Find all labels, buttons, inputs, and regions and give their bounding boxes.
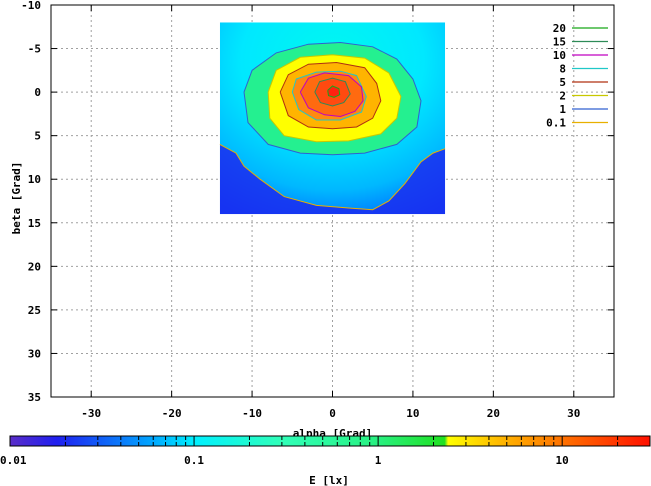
contour-line	[219, 143, 446, 211]
colorbar-tick-label: 0.01	[0, 454, 27, 467]
legend-entry-label: 20	[553, 22, 566, 35]
y-tick-label: 15	[28, 217, 41, 230]
x-tick-label: 30	[567, 407, 580, 420]
legend-entry-label: 15	[553, 36, 566, 49]
colorbar-tick-label: 1	[375, 454, 382, 467]
contour-lines	[219, 41, 446, 211]
legend-entry-label: 0.1	[546, 117, 566, 130]
x-tick-label: 0	[329, 407, 336, 420]
colorbar-label: E [lx]	[309, 474, 349, 486]
y-tick-label: 5	[34, 130, 41, 143]
y-axis-label: beta [Grad]	[10, 162, 23, 235]
contour-line	[267, 54, 402, 143]
y-tick-label: -10	[21, 0, 41, 12]
heatmap-level-region	[327, 86, 340, 98]
y-tick-label: 0	[34, 86, 41, 99]
colorbar-tick-label: 10	[556, 454, 569, 467]
y-tick-label: -5	[28, 43, 41, 56]
legend-entry-label: 2	[559, 90, 566, 103]
x-tick-label: 10	[406, 407, 419, 420]
contour-line	[279, 61, 382, 130]
y-tick-label: 35	[28, 391, 41, 404]
y-tick-label: 30	[28, 347, 41, 360]
colorbar: 0.01 0.1 1 10	[0, 435, 651, 467]
legend-entry-label: 10	[553, 49, 566, 62]
y-tick-label: 20	[28, 260, 41, 273]
contour-line	[327, 85, 341, 98]
x-tick-label: 20	[487, 407, 500, 420]
colorbar-tick-label: 0.1	[184, 454, 204, 467]
x-tick-label: -20	[162, 407, 182, 420]
y-tick-label: 25	[28, 304, 41, 317]
contour-line	[243, 41, 422, 156]
legend-entry-label: 5	[559, 76, 566, 89]
legend-entry-label: 1	[559, 103, 566, 116]
contour-line	[314, 77, 351, 107]
y-tick-label: 10	[28, 173, 41, 186]
contour-line	[299, 72, 364, 118]
heatmap	[219, 22, 446, 215]
heatmap-image	[219, 22, 446, 215]
contour-line	[291, 70, 367, 121]
x-tick-label: -30	[81, 407, 101, 420]
x-tick-label: -10	[242, 407, 262, 420]
legend-entry-label: 8	[559, 63, 566, 76]
heatmap-low-region	[219, 144, 446, 215]
